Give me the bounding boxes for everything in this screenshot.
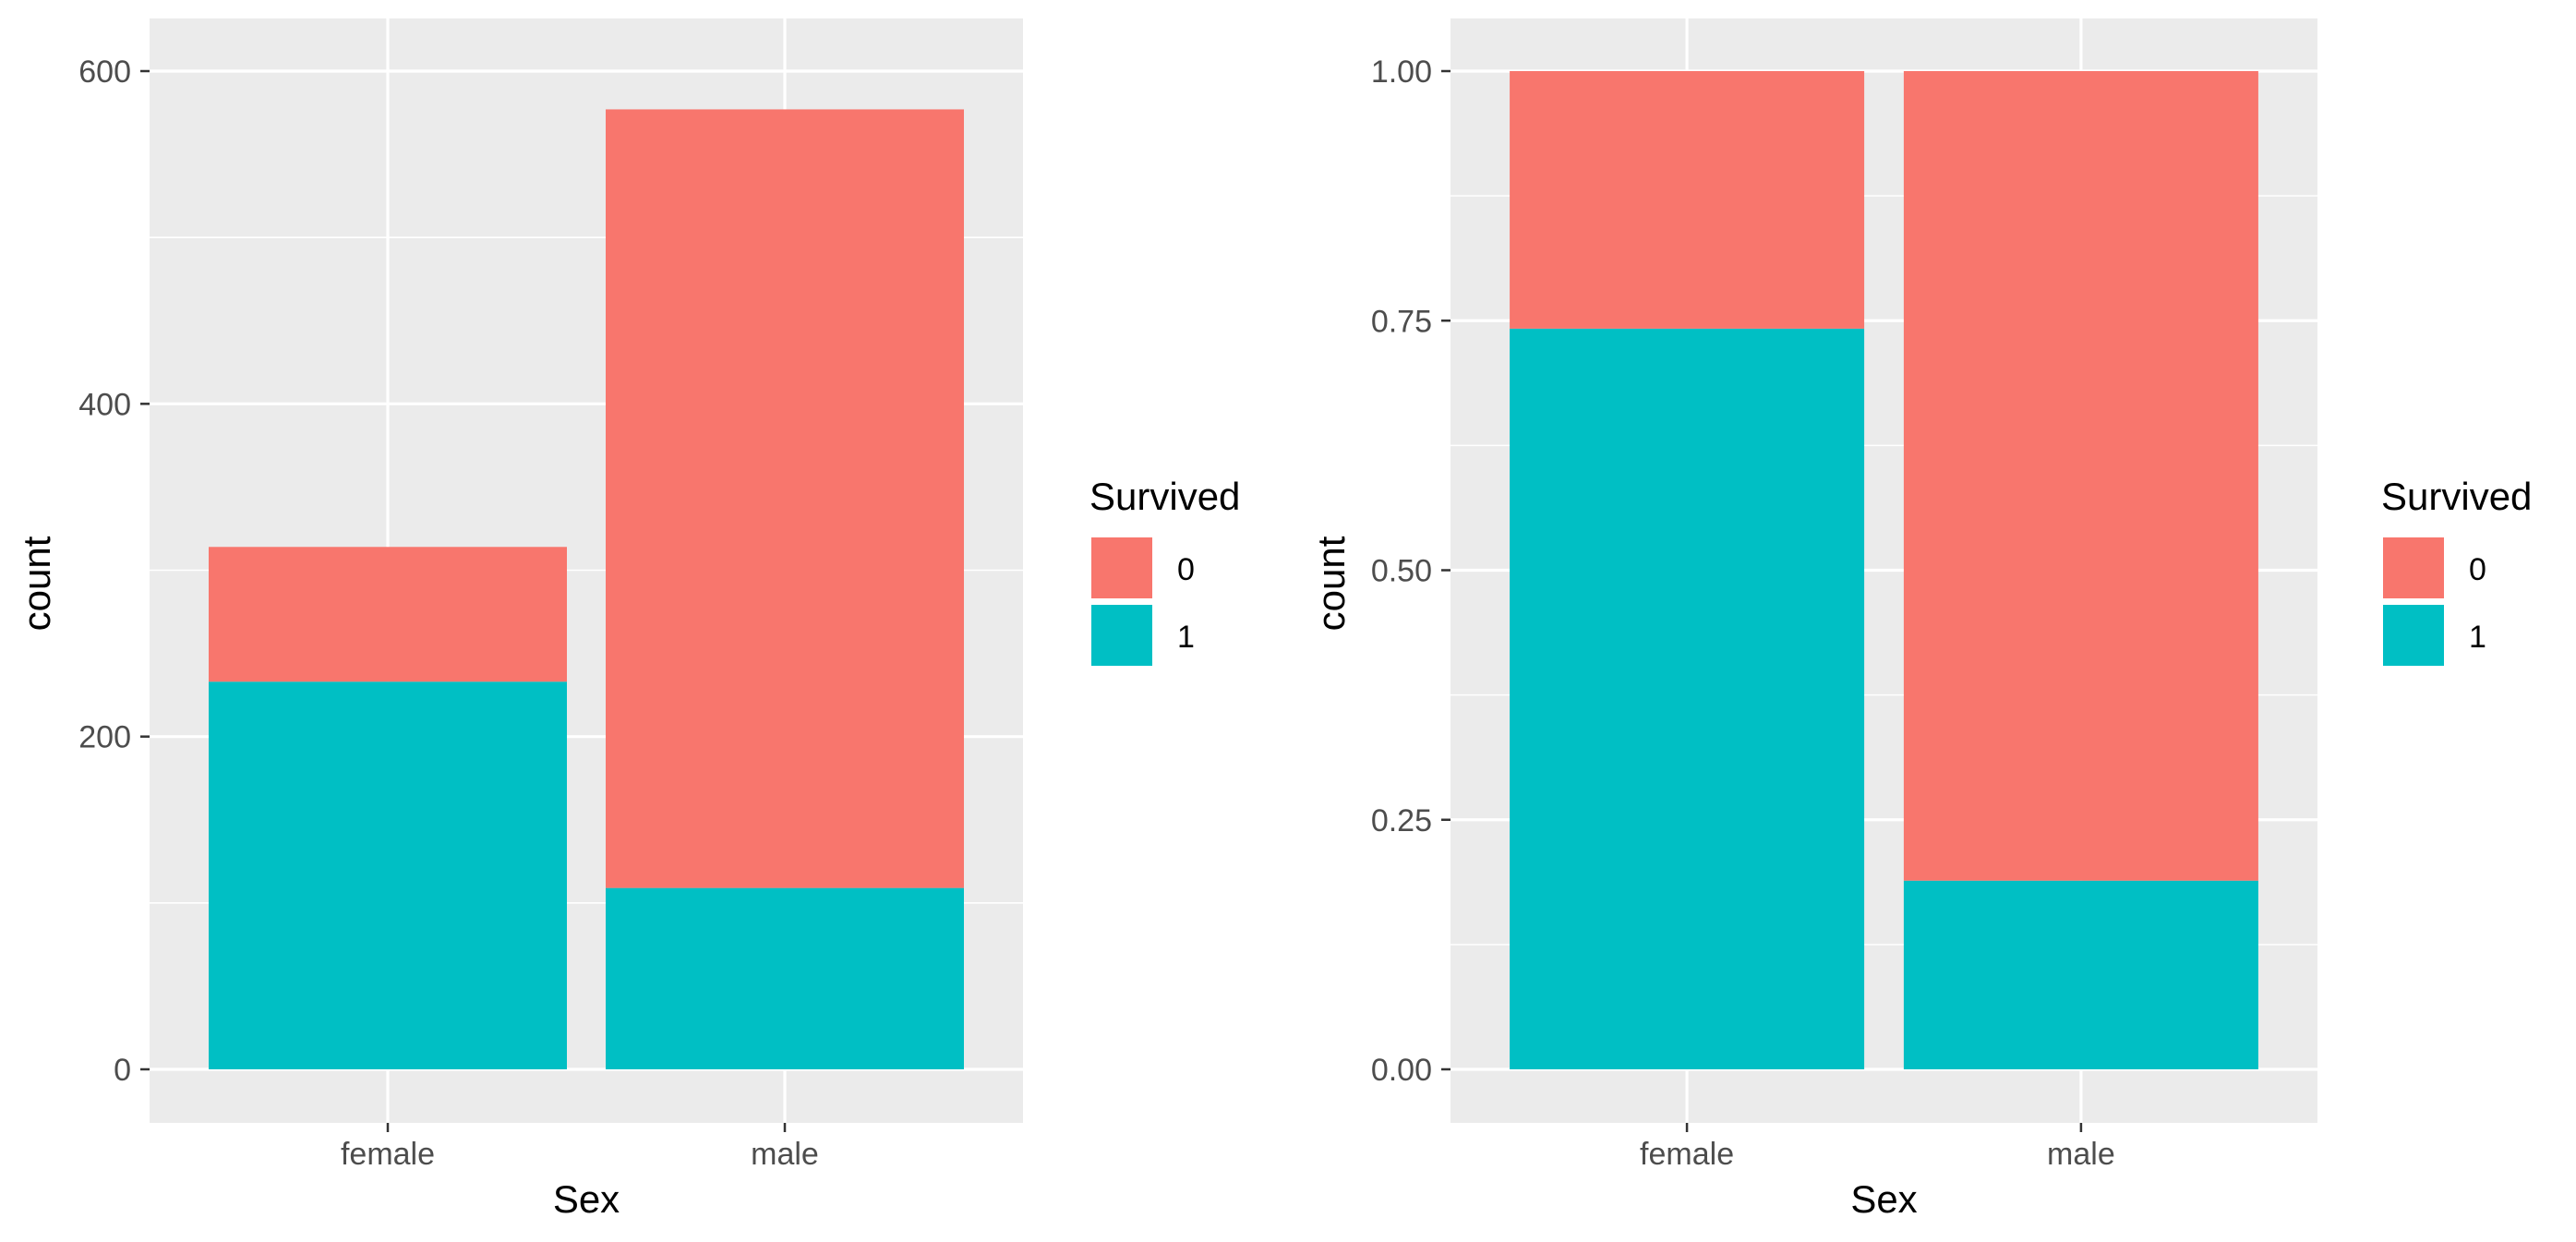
bar-male-survived-1 bbox=[1903, 880, 2258, 1069]
legend-title: Survived bbox=[2381, 475, 2532, 518]
x-tick-label-female: female bbox=[1640, 1137, 1734, 1172]
legend: Survived 0 1 bbox=[1089, 475, 1240, 666]
x-tick-label-male: male bbox=[2047, 1137, 2115, 1172]
bar-female-survived-0 bbox=[209, 547, 567, 682]
legend-title: Survived bbox=[1089, 475, 1240, 518]
legend-key-0 bbox=[1091, 537, 1152, 598]
y-tick-label: 600 bbox=[78, 54, 131, 90]
x-axis-title: Sex bbox=[553, 1177, 620, 1221]
x-tick-label-male: male bbox=[751, 1137, 819, 1172]
legend-key-1 bbox=[2383, 605, 2444, 666]
legend-key-0 bbox=[2383, 537, 2444, 598]
y-axis-title: count bbox=[15, 536, 58, 631]
chart-panel-2: 0.00 0.25 0.50 0.75 1.00 female male Sex count Su… bbox=[1309, 18, 2532, 1221]
bar-female-survived-1 bbox=[1510, 328, 1865, 1069]
bar-female-survived-0 bbox=[1510, 71, 1865, 329]
bar-female-survived-1 bbox=[209, 681, 567, 1069]
bar-male-survived-0 bbox=[606, 109, 964, 888]
legend-label-1: 1 bbox=[2469, 620, 2486, 655]
x-axis-title: Sex bbox=[1850, 1177, 1917, 1221]
y-tick-label: 0.75 bbox=[1371, 304, 1432, 339]
x-tick-label-female: female bbox=[341, 1137, 435, 1172]
legend-key-1 bbox=[1091, 605, 1152, 666]
legend: Survived 0 1 bbox=[2381, 475, 2532, 666]
y-tick-label: 400 bbox=[78, 387, 131, 422]
legend-label-0: 0 bbox=[1177, 552, 1195, 587]
bar-male-survived-0 bbox=[1903, 71, 2258, 881]
legend-label-0: 0 bbox=[2469, 552, 2486, 587]
y-tick-label: 0.25 bbox=[1371, 803, 1432, 838]
legend-label-1: 1 bbox=[1177, 620, 1195, 655]
bar-male-survived-1 bbox=[606, 887, 964, 1069]
y-tick-label: 0 bbox=[114, 1053, 131, 1088]
y-axis-title: count bbox=[1309, 536, 1353, 631]
y-tick-label: 0.50 bbox=[1371, 554, 1432, 589]
y-tick-label: 200 bbox=[78, 720, 131, 755]
chart-panel-1: 0 200 400 600 female male Sex count Survived 0 1 bbox=[15, 18, 1240, 1221]
y-tick-label: 1.00 bbox=[1371, 54, 1432, 90]
y-tick-label: 0.00 bbox=[1371, 1053, 1432, 1088]
